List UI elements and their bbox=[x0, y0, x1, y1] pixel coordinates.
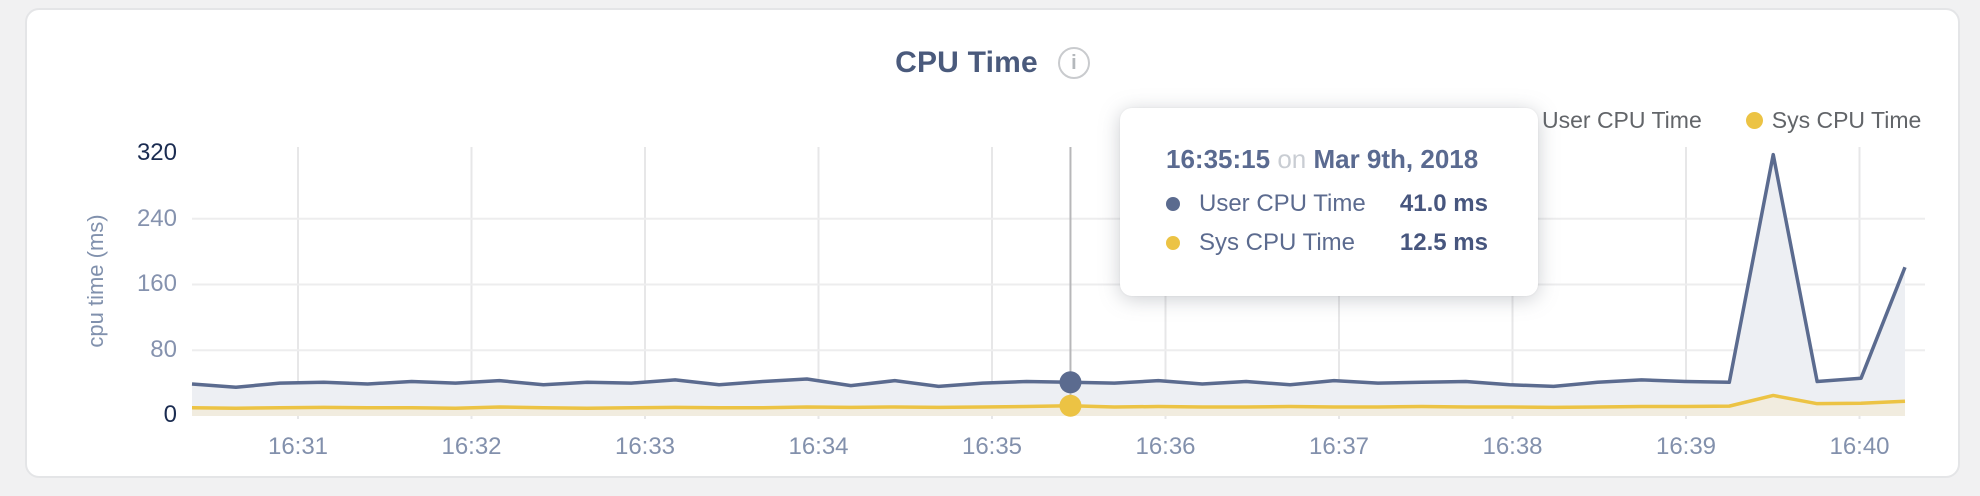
cpu-time-chart-card: CPU Time i User CPU Time Sys CPU Time cp… bbox=[25, 8, 1960, 478]
x-tick-1640: 16:40 bbox=[1829, 433, 1890, 460]
legend-item-user-cpu-time[interactable]: User CPU Time bbox=[1516, 107, 1702, 134]
legend-label: User CPU Time bbox=[1542, 107, 1702, 133]
tooltip-row-sys: Sys CPU Time 12.5 ms bbox=[1166, 229, 1488, 257]
x-tick-1634: 16:34 bbox=[788, 433, 849, 460]
x-tick-1635: 16:35 bbox=[961, 433, 1023, 460]
tooltip-conjunction: on bbox=[1277, 144, 1307, 174]
tooltip-date: Mar 9th, 2018 bbox=[1313, 144, 1479, 174]
hover-tooltip: 16:35:15 on Mar 9th, 2018 User CPU Time … bbox=[1120, 108, 1538, 296]
x-tick-1638: 16:38 bbox=[1482, 433, 1543, 460]
info-icon[interactable]: i bbox=[1057, 47, 1090, 79]
y-tick-240: 240 bbox=[136, 205, 177, 232]
y-tick-80: 80 bbox=[150, 336, 177, 363]
tooltip-time: 16:35:15 bbox=[1166, 144, 1271, 174]
tooltip-title: 16:35:15 on Mar 9th, 2018 bbox=[1166, 144, 1538, 175]
tooltip-row-user: User CPU Time 41.0 ms bbox=[1166, 190, 1488, 218]
tooltip-row-label: User CPU Time bbox=[1199, 190, 1366, 217]
user-series-dot-icon bbox=[1166, 197, 1180, 211]
plot-svg bbox=[191, 147, 1925, 419]
tooltip-rows: User CPU Time 41.0 ms Sys CPU Time 12.5 … bbox=[1120, 190, 1538, 257]
y-tick-160: 160 bbox=[136, 270, 177, 297]
x-tick-1632: 16:32 bbox=[441, 433, 502, 460]
y-tick-320: 320 bbox=[136, 139, 177, 166]
x-tick-1639: 16:39 bbox=[1655, 433, 1717, 460]
tooltip-row-value: 41.0 ms bbox=[1399, 190, 1488, 217]
tooltip-row-value: 12.5 ms bbox=[1399, 229, 1488, 256]
tooltip-row-label: Sys CPU Time bbox=[1199, 229, 1356, 256]
chart-title: CPU Time bbox=[895, 46, 1038, 79]
sys-series-dot-icon bbox=[1166, 236, 1180, 250]
x-tick-1636: 16:36 bbox=[1135, 433, 1196, 460]
x-tick-1637: 16:37 bbox=[1308, 433, 1370, 460]
sys-series-dot-icon bbox=[1745, 112, 1763, 129]
legend-item-sys-cpu-time[interactable]: Sys CPU Time bbox=[1745, 107, 1922, 134]
chart-header: CPU Time i bbox=[27, 46, 1958, 80]
x-tick-1633: 16:33 bbox=[614, 433, 676, 460]
plot-area[interactable] bbox=[191, 147, 1925, 419]
x-tick-1631: 16:31 bbox=[267, 433, 329, 460]
y-tick-0: 0 bbox=[163, 401, 177, 428]
chart-legend: User CPU Time Sys CPU Time bbox=[1516, 107, 1921, 134]
legend-label: Sys CPU Time bbox=[1771, 107, 1922, 133]
